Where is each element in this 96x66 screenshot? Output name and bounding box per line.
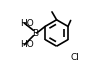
- Text: HO: HO: [21, 19, 34, 28]
- Text: B: B: [32, 29, 38, 37]
- Text: HO: HO: [21, 40, 34, 49]
- Text: Cl: Cl: [71, 53, 80, 62]
